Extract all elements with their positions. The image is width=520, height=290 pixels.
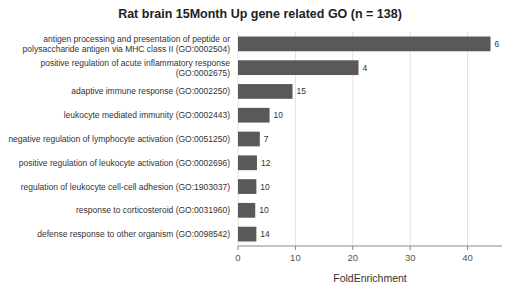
- bars: [238, 37, 491, 242]
- count-label: 4: [363, 63, 368, 73]
- grid-line: [467, 32, 468, 246]
- tick-label: 40: [462, 252, 473, 263]
- count-label: 10: [259, 205, 269, 215]
- chart: Rat brain 15Month Up gene related GO (n …: [0, 0, 520, 290]
- category-label: positive regulation of acute inflammator…: [41, 58, 231, 78]
- count-label: 10: [260, 182, 270, 192]
- category-label: regulation of leukocyte cell-cell adhesi…: [21, 182, 230, 192]
- bar: [238, 37, 491, 52]
- count-label: 7: [264, 134, 269, 144]
- category-label: response to corticosteroid (GO:0031960): [76, 205, 230, 215]
- bar: [238, 84, 293, 99]
- tick-label: 20: [347, 252, 358, 263]
- count-label: 14: [260, 229, 270, 239]
- category-label: leukocyte mediated immunity (GO:0002443): [64, 110, 230, 120]
- bar: [238, 227, 256, 242]
- count-label: 15: [297, 86, 307, 96]
- category-label: adaptive immune response (GO:0002250): [71, 86, 230, 96]
- category-label: negative regulation of lymphocyte activa…: [8, 134, 230, 144]
- bar: [238, 108, 270, 123]
- bar: [238, 203, 255, 218]
- tick-label: 10: [290, 252, 301, 263]
- tick-mark: [410, 246, 411, 250]
- bar: [238, 60, 359, 75]
- x-axis-label: FoldEnrichment: [333, 272, 407, 284]
- tick-mark: [467, 246, 468, 250]
- count-label: 10: [274, 110, 284, 120]
- title: Rat brain 15Month Up gene related GO (n …: [118, 7, 402, 21]
- tick-label: 30: [405, 252, 416, 263]
- bar: [238, 155, 257, 170]
- count-label: 6: [495, 39, 500, 49]
- tick-mark: [352, 246, 353, 250]
- tick-label: 0: [235, 252, 240, 263]
- grid: [238, 32, 468, 246]
- tick-mark: [238, 246, 239, 250]
- category-label: antigen processing and presentation of p…: [23, 34, 231, 54]
- category-label: positive regulation of leukocyte activat…: [19, 158, 230, 168]
- tick-mark: [295, 246, 296, 250]
- grid-line: [410, 32, 411, 246]
- bar: [238, 132, 260, 147]
- x-axis: [238, 246, 502, 247]
- count-label: 12: [261, 158, 271, 168]
- bar: [238, 179, 256, 194]
- category-label: defense response to other organism (GO:0…: [37, 229, 230, 239]
